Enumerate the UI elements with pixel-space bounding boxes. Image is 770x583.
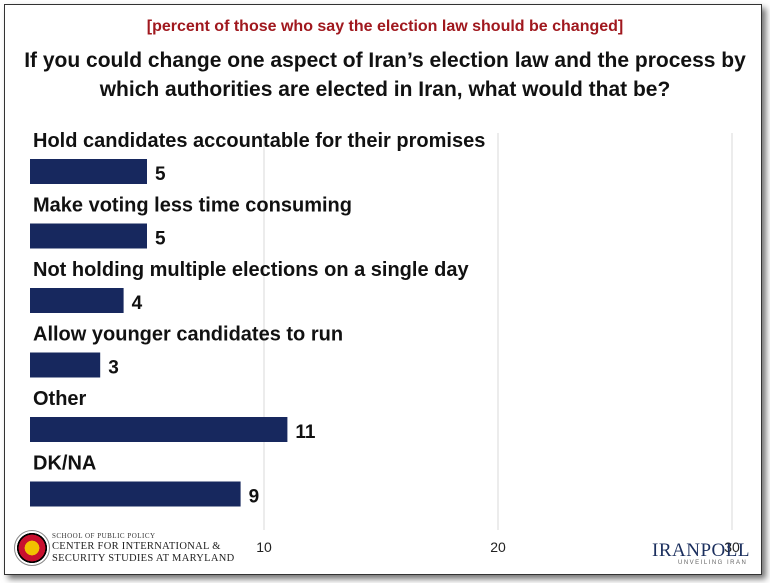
bar <box>30 481 241 507</box>
category-label: Allow younger candidates to run <box>33 324 343 346</box>
value-label: 5 <box>155 164 166 185</box>
x-tick-label: 10 <box>256 539 272 555</box>
cissm-logo: SCHOOL OF PUBLIC POLICY CENTER FOR INTER… <box>14 528 244 568</box>
iranpoll-brand: IRANPOLL <box>652 540 750 561</box>
bar <box>30 352 101 378</box>
bar <box>30 417 288 442</box>
x-tick-label: 20 <box>490 539 506 555</box>
school-name: SCHOOL OF PUBLIC POLICY <box>52 532 156 540</box>
category-label: Hold candidates accountable for their pr… <box>33 130 485 152</box>
value-label: 9 <box>249 487 260 508</box>
category-label: Other <box>33 388 87 410</box>
value-label: 3 <box>108 358 119 379</box>
iranpoll-logo: IRANPOLL UNVEILING IRAN <box>652 540 752 570</box>
iranpoll-tagline: UNVEILING IRAN <box>678 560 748 566</box>
category-label: Make voting less time consuming <box>33 195 352 217</box>
bar <box>30 159 147 184</box>
value-label: 5 <box>155 229 166 250</box>
bar <box>30 223 147 249</box>
bar <box>30 288 124 313</box>
x-tick-label: 30 <box>724 539 740 555</box>
value-label: 4 <box>132 293 143 314</box>
category-label: Not holding multiple elections on a sing… <box>33 259 469 281</box>
university-seal-icon <box>14 530 50 566</box>
center-name-line2: SECURITY STUDIES AT MARYLAND <box>52 553 235 564</box>
chart-title: If you could change one aspect of Iran’s… <box>24 49 746 101</box>
value-label: 11 <box>295 422 316 443</box>
center-name-line1: CENTER FOR INTERNATIONAL & <box>52 541 221 552</box>
chart-subtitle: [percent of those who say the election l… <box>146 18 624 35</box>
slide-frame <box>4 4 762 575</box>
category-label: DK/NA <box>33 453 96 475</box>
